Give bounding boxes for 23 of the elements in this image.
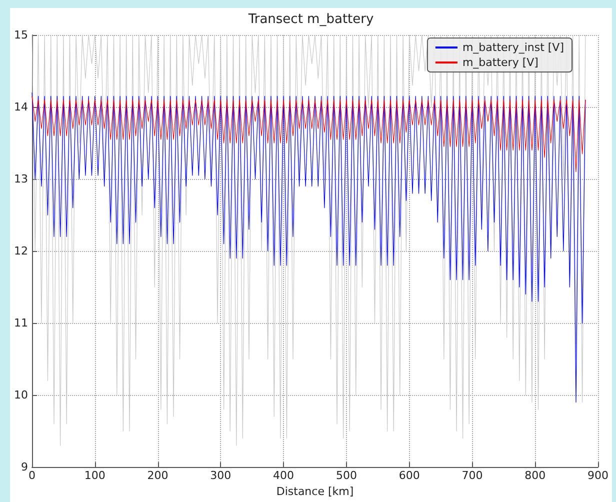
chart-title: Transect m_battery xyxy=(247,12,374,27)
x-tick-label: 200 xyxy=(147,469,168,482)
legend-label: m_battery_inst [V] xyxy=(462,41,564,54)
y-tick-label: 15 xyxy=(14,28,28,42)
x-tick-label: 300 xyxy=(210,469,232,482)
line-series xyxy=(32,96,586,172)
legend-label: m_battery [V] xyxy=(462,56,538,69)
x-axis-title: Distance [km] xyxy=(276,485,354,498)
x-tick-label: 700 xyxy=(462,469,483,482)
y-tick-label: 12 xyxy=(14,244,28,258)
y-tick-label: 13 xyxy=(14,172,28,186)
x-tick-label: 900 xyxy=(588,469,608,482)
line-series xyxy=(32,92,586,403)
y-tick-label: 9 xyxy=(21,460,28,474)
y-tick-label: 10 xyxy=(14,388,28,402)
y-tick-label: 14 xyxy=(14,100,28,114)
x-tick-label: 800 xyxy=(524,469,546,482)
x-tick-label: 600 xyxy=(398,469,420,482)
y-tick-label: 11 xyxy=(14,316,28,330)
x-tick-label: 0 xyxy=(28,469,36,482)
x-tick-label: 100 xyxy=(84,469,106,482)
x-tick-label: 400 xyxy=(273,469,294,482)
x-tick-label: 500 xyxy=(336,469,357,482)
